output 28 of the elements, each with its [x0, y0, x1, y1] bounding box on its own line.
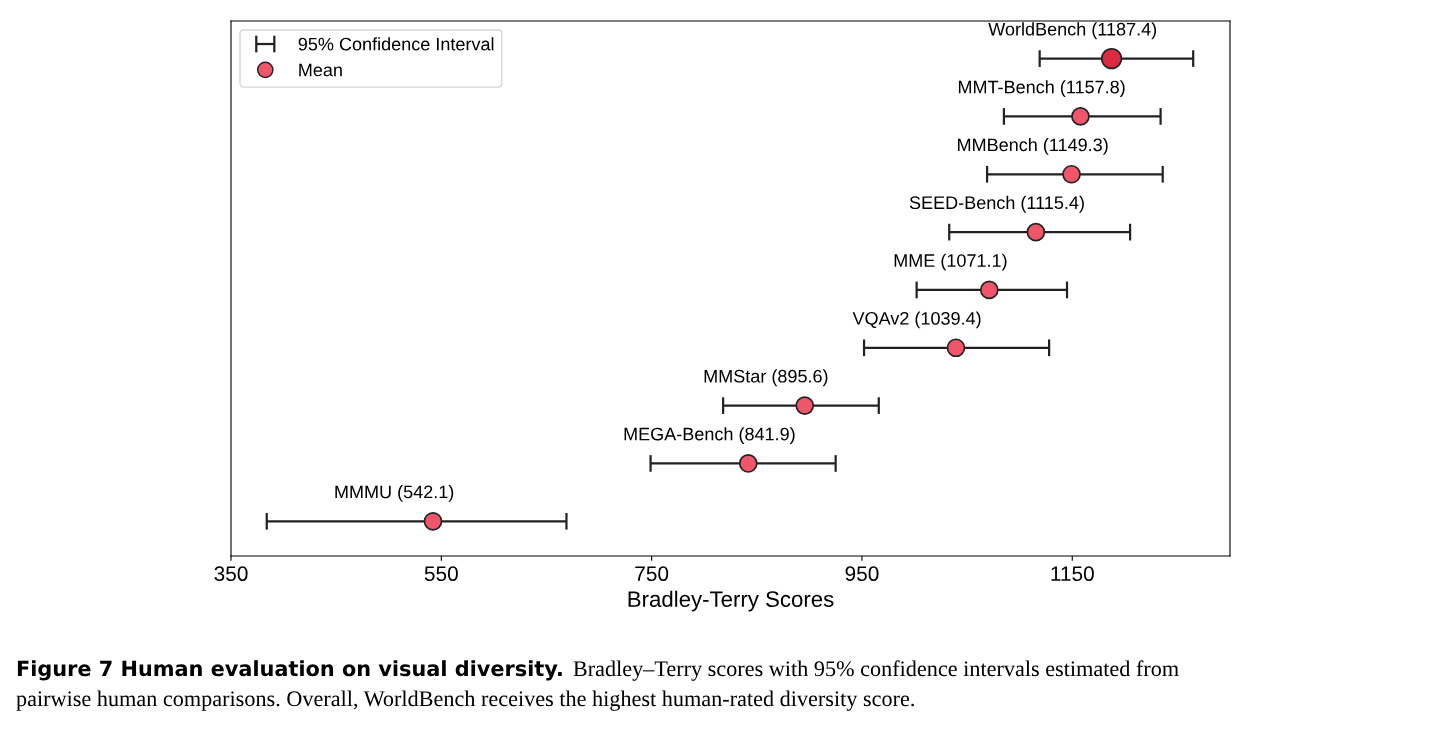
x-tick-label: 350	[214, 566, 248, 582]
point	[946, 338, 966, 358]
data-label: VQAv2 (1039.4)	[852, 311, 981, 329]
data-label: MEGA-Bench (841.9)	[624, 427, 795, 445]
point	[1071, 107, 1090, 126]
x-tick-label: 1150	[1051, 566, 1094, 582]
annotation: 95% Confidence Interval	[298, 37, 494, 51]
text: Bradley–Terry scores with 95% confidence intervals estimated from	[573, 660, 1179, 681]
x-tick-label: 550	[424, 566, 458, 582]
point	[979, 280, 999, 300]
point	[423, 511, 443, 531]
data-label: WorldBench (1187.4)	[988, 22, 1157, 40]
data-label: MME (1071.1)	[894, 253, 1007, 271]
x-axis-title: Bradley-Terry Scores	[628, 590, 834, 612]
data-label: MMBench (1149.3)	[958, 137, 1108, 155]
point	[1062, 164, 1081, 184]
point	[795, 396, 815, 415]
x-tick-label: 750	[635, 566, 669, 582]
data-label: SEED-Bench (1115.4)	[909, 195, 1084, 213]
caption: Figure 7 Human evaluation on visual diversity.	[17, 660, 562, 681]
point	[1026, 222, 1046, 242]
data-label: MMMU (542.1)	[335, 485, 454, 502]
legend-label: Mean	[299, 63, 342, 77]
point	[738, 454, 758, 473]
text: pairwise human comparisons. Overall, WorldBench receives the highest human-rated diversity score.	[16, 690, 914, 711]
x-tick-label: 950	[845, 566, 879, 582]
data-label: MMStar (895.6)	[704, 369, 828, 387]
data-label: MMT-Bench (1157.8)	[958, 80, 1125, 97]
